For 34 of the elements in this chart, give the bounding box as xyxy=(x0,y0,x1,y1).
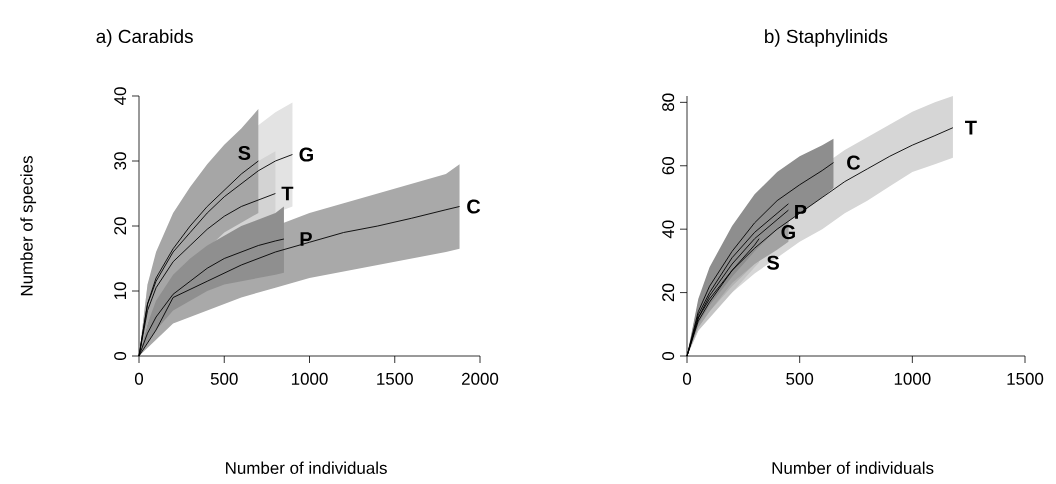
y-tick-label: 30 xyxy=(114,152,127,170)
x-tick-label: 500 xyxy=(210,372,238,385)
y-tick-label: 10 xyxy=(114,282,127,300)
series-label: P xyxy=(795,204,807,219)
x-tick-label: 0 xyxy=(134,372,144,385)
y-tick-label: 40 xyxy=(662,220,675,239)
chart-title: a) Carabids xyxy=(96,29,193,47)
y-tick-label: 40 xyxy=(114,87,127,106)
x-tick-label: 1000 xyxy=(894,372,931,385)
y-tick-label: 0 xyxy=(114,351,127,361)
x-axis-title: Number of individuals xyxy=(772,461,934,475)
series-label: G xyxy=(781,225,795,240)
y-tick-label: 80 xyxy=(662,93,675,112)
series-label: T xyxy=(965,120,977,135)
y-tick-label: 20 xyxy=(114,217,127,235)
x-tick-label: 0 xyxy=(682,372,692,385)
series-label: C xyxy=(467,199,481,214)
series-label: S xyxy=(767,255,779,270)
series-label: P xyxy=(300,232,312,246)
y-tick-label: 20 xyxy=(662,283,675,302)
series-label: S xyxy=(238,145,251,161)
series-label: G xyxy=(299,147,313,162)
x-tick-label: 1000 xyxy=(291,372,328,385)
y-tick-label: 0 xyxy=(662,351,675,361)
series-label: T xyxy=(281,186,294,201)
x-tick-label: 500 xyxy=(786,372,814,385)
chart-title: b) Staphylinids xyxy=(765,29,888,47)
y-axis-title: Number of species xyxy=(20,156,37,296)
y-tick-label: 60 xyxy=(662,157,675,175)
series-label: C xyxy=(847,155,861,170)
x-tick-label: 2000 xyxy=(462,372,499,385)
x-tick-label: 1500 xyxy=(1007,372,1044,385)
x-axis-title: Number of individuals xyxy=(226,461,387,475)
x-tick-label: 1500 xyxy=(377,372,413,385)
